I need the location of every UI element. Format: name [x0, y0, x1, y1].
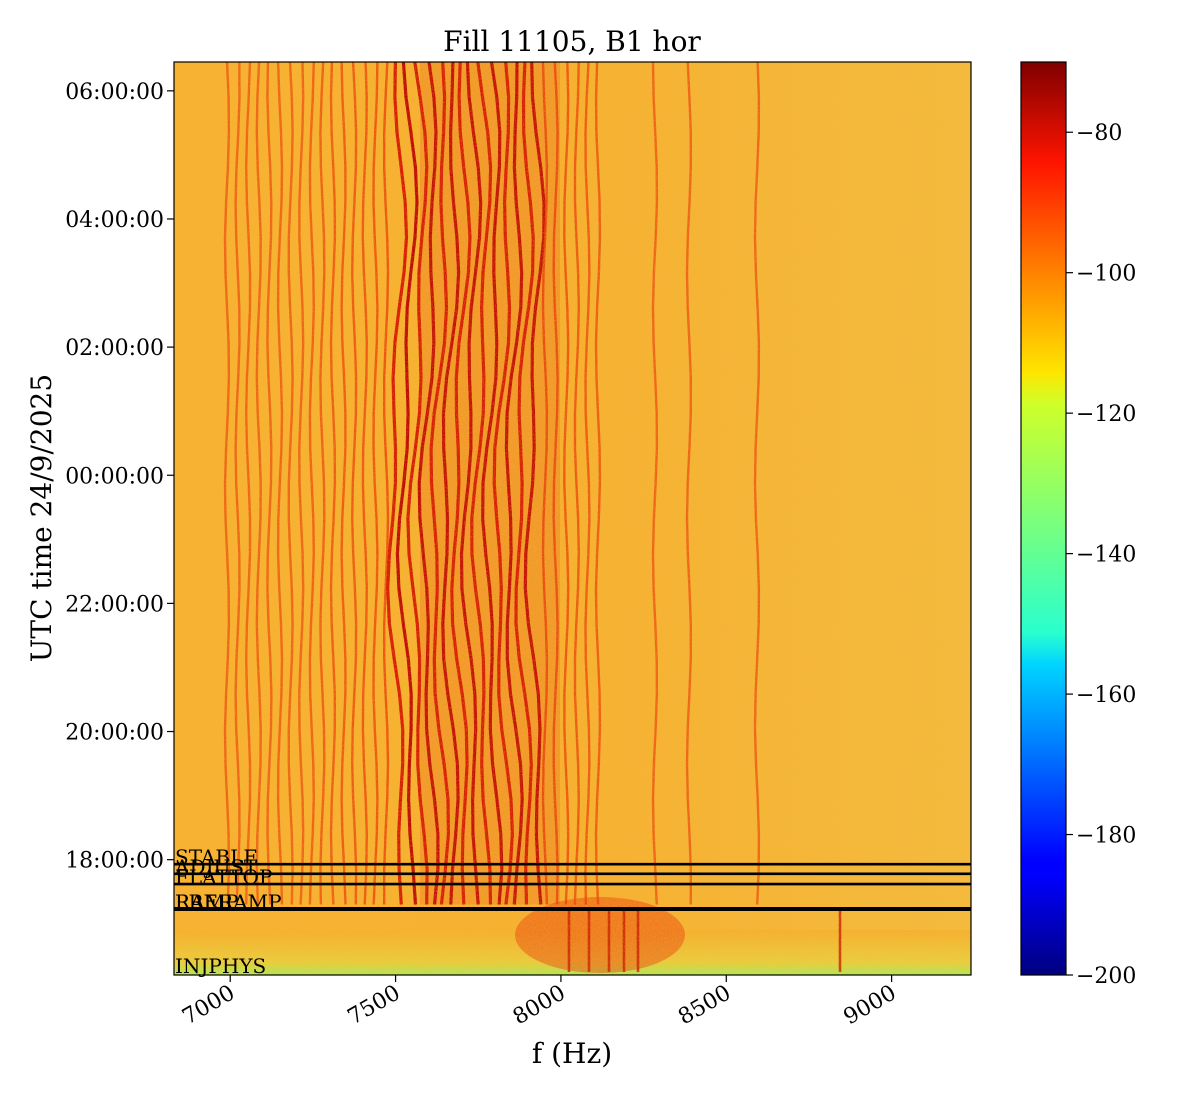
- x-tick-label: 8500: [674, 981, 735, 1031]
- colorbar-tick-label: −180: [1076, 824, 1136, 849]
- y-tick-label: 02:00:00: [65, 336, 164, 361]
- colorbar-tick-label: −200: [1076, 964, 1136, 989]
- noise-texture: [174, 62, 971, 975]
- beam-mode-label: ADJUST: [174, 855, 258, 879]
- x-axis: 7000 7500 8000 8500 9000: [178, 975, 901, 1031]
- beam-mode-label: RAMP: [175, 890, 238, 914]
- x-axis-label: f (Hz): [532, 1037, 612, 1070]
- x-tick-label: 9000: [840, 981, 901, 1031]
- y-tick-label: 04:00:00: [65, 208, 164, 233]
- x-tick-label: 7500: [344, 981, 405, 1031]
- x-tick-label: 7000: [178, 981, 239, 1031]
- y-tick-label: 06:00:00: [65, 80, 164, 105]
- colorbar-tick-label: −140: [1076, 543, 1136, 568]
- y-axis-label: UTC time 24/9/2025: [25, 374, 58, 662]
- beam-mode-label: STABLE: [175, 845, 258, 869]
- chart-title: Fill 11105, B1 hor: [443, 25, 701, 58]
- colorbar-frame: [1020, 61, 1067, 976]
- beam-mode-label: PRERAMP: [175, 890, 282, 914]
- beam-mode-label: INJPHYS: [175, 954, 266, 978]
- x-tick-label: 8000: [509, 981, 570, 1031]
- y-axis: 18:00:00 20:00:00 22:00:00 00:00:00 02:00:00…: [65, 80, 174, 874]
- colorbar-tick-label: −160: [1076, 683, 1136, 708]
- y-tick-label: 22:00:00: [65, 592, 164, 617]
- colorbar: −80 −100 −120 −140 −160 −180 −200: [1020, 61, 1136, 989]
- colorbar-tick-label: −100: [1076, 262, 1136, 287]
- colorbar-ticks: −80 −100 −120 −140 −160 −180 −200: [1066, 121, 1136, 989]
- y-tick-label: 00:00:00: [65, 464, 164, 489]
- y-tick-label: 20:00:00: [65, 721, 164, 746]
- colorbar-tick-label: −120: [1076, 402, 1136, 427]
- beam-mode-label: FLATTOP: [175, 865, 272, 889]
- colorbar-gradient: [1021, 62, 1066, 975]
- y-tick-label: 18:00:00: [65, 849, 164, 874]
- colorbar-tick-label: −80: [1076, 121, 1122, 146]
- plot-frame: [173, 61, 972, 976]
